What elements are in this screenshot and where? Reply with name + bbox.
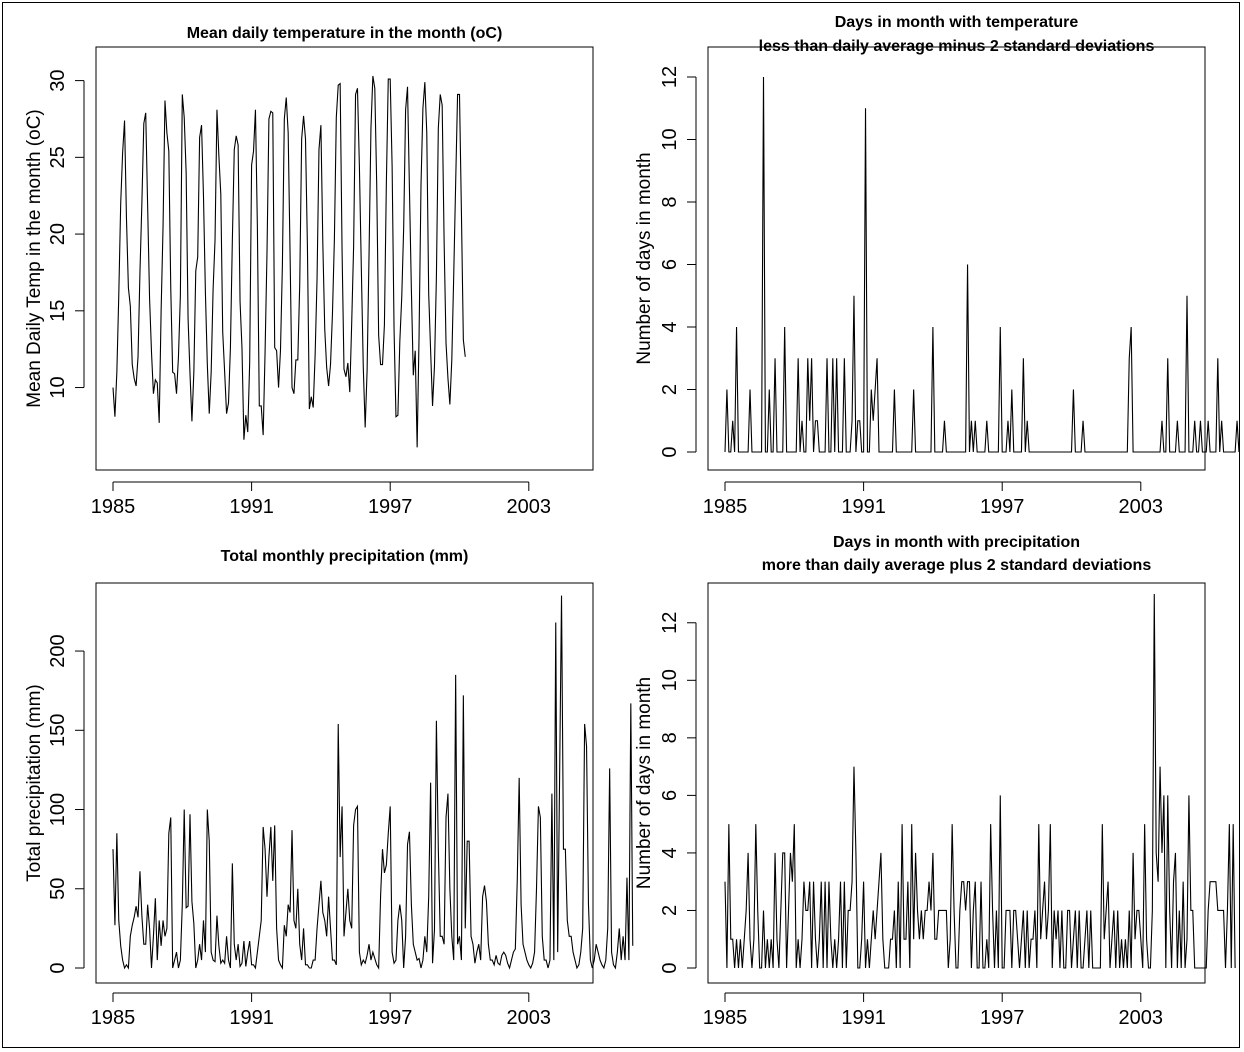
x-tick-label: 2003 xyxy=(1119,1007,1164,1029)
y-tick-label: 2 xyxy=(659,384,681,395)
y-tick-label: 20 xyxy=(47,223,69,245)
y-tick-label: 200 xyxy=(47,634,69,667)
x-tick-label: 1985 xyxy=(703,496,748,518)
chart-title: more than daily average plus 2 standard … xyxy=(762,557,1152,574)
y-tick-label: 12 xyxy=(659,612,681,634)
chart-panel-precip: Total monthly precipitation (mm) Total pr… xyxy=(24,548,634,1029)
chart-title: Total monthly precipitation (mm) xyxy=(221,548,469,565)
series-line xyxy=(724,593,1236,969)
y-tick-label: 25 xyxy=(47,146,69,168)
plot-box xyxy=(707,582,1206,984)
plot-box xyxy=(95,46,594,471)
plot-box xyxy=(707,46,1206,471)
y-tick-label: 15 xyxy=(47,300,69,322)
x-tick-label: 1997 xyxy=(368,496,413,518)
y-tick-label: 4 xyxy=(659,847,681,858)
x-tick-label: 1991 xyxy=(229,496,274,518)
x-tick-label: 1985 xyxy=(91,1007,136,1029)
series-line xyxy=(724,76,1240,453)
series-line xyxy=(112,75,466,448)
chart-title: Days in month with temperature xyxy=(835,14,1079,31)
y-tick-label: 30 xyxy=(47,69,69,91)
y-tick-label: 10 xyxy=(659,128,681,150)
x-tick-label: 1997 xyxy=(980,1007,1025,1029)
series-line xyxy=(112,595,634,970)
y-tick-label: 8 xyxy=(659,732,681,743)
chart-panel-wet: Days in month with precipitation more tha… xyxy=(634,534,1236,1029)
y-tick-label: 100 xyxy=(47,793,69,826)
y-tick-label: 0 xyxy=(47,962,69,973)
x-tick-label: 1997 xyxy=(368,1007,413,1029)
y-axis-label: Number of days in month xyxy=(634,677,655,889)
chart-title: Days in month with precipitation xyxy=(833,534,1080,551)
x-tick-label: 2003 xyxy=(507,1007,552,1029)
plot-box xyxy=(95,582,594,984)
chart-title: less than daily average minus 2 standard… xyxy=(759,38,1155,55)
x-tick-label: 1997 xyxy=(980,496,1025,518)
y-axis-label: Mean Daily Temp in the month (oC) xyxy=(24,109,45,408)
y-tick-label: 10 xyxy=(659,669,681,691)
x-tick-label: 2003 xyxy=(507,496,552,518)
x-tick-label: 1985 xyxy=(703,1007,748,1029)
x-tick-label: 2003 xyxy=(1119,496,1164,518)
chart-panel-temp: Mean daily temperature in the month (oC)… xyxy=(24,25,594,518)
y-axis-label: Number of days in month xyxy=(634,152,655,364)
y-tick-label: 12 xyxy=(659,66,681,88)
y-tick-label: 10 xyxy=(47,376,69,398)
y-tick-label: 0 xyxy=(659,962,681,973)
x-tick-label: 1991 xyxy=(841,1007,886,1029)
y-tick-label: 4 xyxy=(659,321,681,332)
y-tick-label: 6 xyxy=(659,790,681,801)
y-tick-label: 6 xyxy=(659,259,681,270)
y-tick-label: 8 xyxy=(659,196,681,207)
y-tick-label: 2 xyxy=(659,905,681,916)
y-tick-label: 50 xyxy=(47,878,69,900)
y-tick-label: 0 xyxy=(659,446,681,457)
chart-title: Mean daily temperature in the month (oC) xyxy=(187,25,503,42)
y-tick-label: 150 xyxy=(47,714,69,747)
x-tick-label: 1991 xyxy=(841,496,886,518)
x-tick-label: 1985 xyxy=(91,496,136,518)
chart-panel-cold: Days in month with temperature less than … xyxy=(634,14,1240,518)
x-tick-label: 1991 xyxy=(229,1007,274,1029)
y-axis-label: Total precipitation (mm) xyxy=(24,684,45,881)
